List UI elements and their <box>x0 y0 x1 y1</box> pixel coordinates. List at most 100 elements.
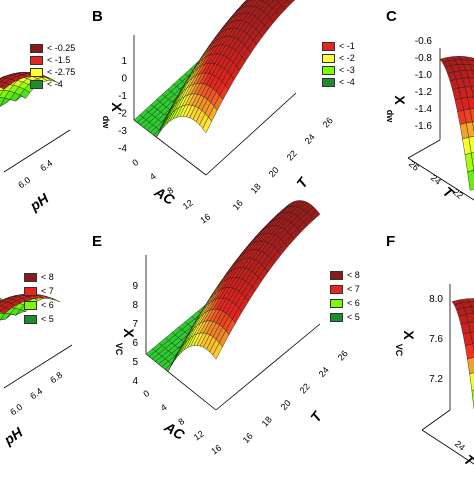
y-tick-label: 20 <box>267 165 281 179</box>
z-tick-label: 7.2 <box>429 374 443 385</box>
y-tick-label: 18 <box>260 414 274 428</box>
z-tick-label: 4 <box>132 376 138 387</box>
x-tick-label: 12 <box>192 429 206 443</box>
x-tick-label: 6.4 <box>28 386 44 401</box>
surface-quad <box>465 344 474 359</box>
x-tick-label: 24 <box>429 173 443 187</box>
x-tick-label: 0 <box>130 157 140 168</box>
x-axis-label: T <box>461 451 474 470</box>
surface-quad <box>470 372 474 390</box>
y-tick-label: 16 <box>231 198 245 212</box>
chart-a: 6.0 6.4 pH <box>0 73 70 215</box>
legend-label: < -4 <box>339 77 355 87</box>
z-axis-label: X <box>401 330 417 340</box>
z-tick-label: 8.0 <box>429 294 443 305</box>
legend-e: < 8 < 7 < 6 < 5 <box>330 268 360 324</box>
legend-label: < 6 <box>347 298 360 308</box>
z-tick-label: -1 <box>118 91 127 102</box>
legend-b-row-3: < -3 <box>322 64 355 76</box>
legend-label: < -1 <box>339 41 355 51</box>
legend-label: < 7 <box>41 286 54 296</box>
panel-letter-f: F <box>386 233 395 250</box>
y-tick-label: 20 <box>279 398 293 412</box>
z-tick-label: 6 <box>132 338 138 349</box>
legend-label: < 5 <box>347 312 360 322</box>
x-tick-label: 4 <box>148 171 158 182</box>
y-tick-label: 22 <box>298 381 312 395</box>
y-tick-label: 18 <box>249 181 263 195</box>
legend-a-row-2: < -1.5 <box>30 54 75 66</box>
legend-label: < 8 <box>41 272 54 282</box>
legend-b-row-1: < -1 <box>322 40 355 52</box>
y-tick-label: 22 <box>285 148 299 162</box>
legend-a-row-4: < -4 <box>30 78 75 90</box>
legend-label: < -2 <box>339 53 355 63</box>
x-tick-label: 6.4 <box>38 158 54 173</box>
legend-label: < 5 <box>41 314 54 324</box>
z-tick-label: 8 <box>132 300 138 311</box>
z-tick-label: -3 <box>118 126 127 137</box>
y-axis-label: T <box>307 407 326 425</box>
legend-swatch <box>330 299 343 308</box>
legend-a: < -0.25 < -1.5 < -2.75 < -4 <box>30 42 75 90</box>
legend-swatch <box>330 271 343 280</box>
axis-line-ph <box>4 130 70 172</box>
legend-label: < -3 <box>339 65 355 75</box>
legend-swatch <box>30 56 43 65</box>
legend-swatch <box>24 301 37 310</box>
z-axis-label: X <box>109 102 125 112</box>
z-axis-label-subscript: dw <box>385 110 395 123</box>
z-tick-label: -4 <box>118 144 127 155</box>
y-axis-label: T <box>293 173 312 191</box>
z-tick-label: 7.6 <box>429 334 443 345</box>
legend-d-row-1: < 8 <box>24 270 54 284</box>
legend-swatch <box>24 287 37 296</box>
z-tick-label: -0.8 <box>415 53 433 64</box>
x-axis-label: AC <box>151 183 178 208</box>
z-axis-label-subscript: VC <box>394 344 404 357</box>
x-tick-label: 0 <box>141 388 151 399</box>
x-tick-label: 6.0 <box>16 175 32 190</box>
panel-letter-b: B <box>92 8 103 25</box>
legend-label: < -1.5 <box>47 55 70 65</box>
z-tick-label: -1.0 <box>415 70 433 81</box>
legend-label: < 8 <box>347 270 360 280</box>
y-tick-label: 26 <box>336 348 350 362</box>
legend-label: < -0.25 <box>47 43 75 53</box>
x-axis-label: pH <box>0 423 26 448</box>
y-tick-label: 24 <box>317 365 331 379</box>
legend-d-row-2: < 7 <box>24 284 54 298</box>
z-axis-label: X <box>392 95 408 105</box>
panel-letter-c: C <box>386 8 397 25</box>
legend-label: < 6 <box>41 300 54 310</box>
x-tick-label: 6.0 <box>8 402 24 417</box>
axis-line-t <box>216 324 320 410</box>
legend-d-row-3: < 6 <box>24 298 54 312</box>
legend-swatch <box>322 42 335 51</box>
legend-label: < 7 <box>347 284 360 294</box>
legend-a-row-3: < -2.75 <box>30 66 75 78</box>
z-tick-label: -1.6 <box>415 121 433 132</box>
axis-line-floor <box>422 410 450 430</box>
legend-e-row-1: < 8 <box>330 268 360 282</box>
legend-d-row-4: < 5 <box>24 312 54 326</box>
legend-swatch <box>330 285 343 294</box>
x-tick-label: 24 <box>453 439 467 453</box>
panel-letter-e: E <box>92 233 102 250</box>
legend-swatch <box>30 80 43 89</box>
legend-swatch <box>30 44 43 53</box>
legend-e-row-3: < 6 <box>330 296 360 310</box>
z-tick-label: -1.4 <box>415 104 433 115</box>
legend-swatch <box>30 68 43 77</box>
legend-swatch <box>24 315 37 324</box>
x-tick-label: 4 <box>159 402 169 413</box>
legend-b-row-2: < -2 <box>322 52 355 64</box>
z-tick-label: 5 <box>132 357 138 368</box>
x-tick-label: 16 <box>209 443 223 457</box>
x-axis-label: pH <box>26 189 52 214</box>
legend-swatch <box>24 273 37 282</box>
z-tick-label: -0.6 <box>415 36 433 47</box>
x-tick-label: 26 <box>407 159 421 173</box>
